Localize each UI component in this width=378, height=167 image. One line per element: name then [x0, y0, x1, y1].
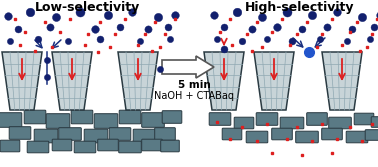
FancyBboxPatch shape [133, 129, 157, 143]
FancyBboxPatch shape [329, 117, 351, 129]
Polygon shape [322, 52, 362, 110]
FancyBboxPatch shape [155, 128, 175, 140]
FancyBboxPatch shape [246, 131, 268, 143]
FancyBboxPatch shape [354, 113, 374, 125]
Text: Low-selectivity: Low-selectivity [36, 1, 141, 14]
FancyBboxPatch shape [24, 110, 46, 124]
FancyBboxPatch shape [222, 128, 242, 140]
FancyBboxPatch shape [142, 139, 162, 151]
FancyBboxPatch shape [272, 128, 292, 140]
Text: High-selectivity: High-selectivity [245, 1, 355, 14]
FancyBboxPatch shape [161, 140, 179, 152]
FancyBboxPatch shape [71, 110, 93, 124]
FancyBboxPatch shape [46, 114, 70, 128]
FancyBboxPatch shape [209, 113, 231, 125]
Text: 5 min: 5 min [178, 80, 211, 90]
FancyBboxPatch shape [9, 127, 31, 139]
FancyBboxPatch shape [365, 130, 378, 140]
FancyBboxPatch shape [34, 129, 58, 143]
FancyBboxPatch shape [27, 141, 49, 153]
Polygon shape [52, 52, 92, 110]
FancyBboxPatch shape [162, 111, 182, 123]
FancyBboxPatch shape [98, 139, 118, 151]
Polygon shape [254, 52, 294, 110]
FancyBboxPatch shape [346, 131, 368, 143]
FancyBboxPatch shape [0, 140, 20, 152]
Polygon shape [204, 52, 244, 110]
Text: NaOH + CTABaq: NaOH + CTABaq [154, 91, 234, 101]
FancyBboxPatch shape [94, 114, 118, 128]
FancyBboxPatch shape [84, 129, 108, 143]
FancyBboxPatch shape [296, 131, 318, 143]
FancyBboxPatch shape [322, 128, 342, 140]
FancyBboxPatch shape [234, 117, 254, 129]
FancyBboxPatch shape [119, 141, 141, 153]
FancyBboxPatch shape [59, 128, 81, 140]
FancyBboxPatch shape [307, 113, 327, 125]
FancyBboxPatch shape [280, 117, 304, 129]
FancyBboxPatch shape [119, 110, 141, 124]
Polygon shape [118, 52, 158, 110]
FancyBboxPatch shape [74, 141, 96, 153]
FancyBboxPatch shape [0, 113, 22, 127]
FancyBboxPatch shape [256, 113, 278, 125]
FancyBboxPatch shape [371, 117, 378, 127]
Polygon shape [2, 52, 42, 110]
FancyArrow shape [162, 56, 214, 78]
FancyBboxPatch shape [142, 113, 164, 127]
FancyBboxPatch shape [109, 128, 131, 140]
FancyBboxPatch shape [52, 139, 72, 151]
